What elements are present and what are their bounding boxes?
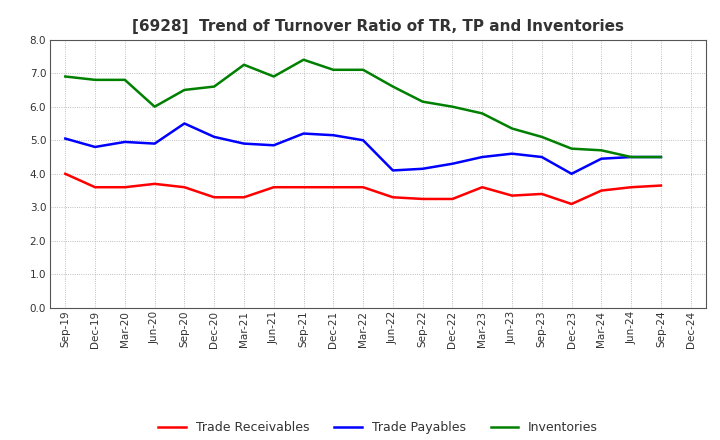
Trade Payables (240, 141, 248, 146)
Trade Receivables (657, 183, 665, 188)
Trade Receivables (389, 194, 397, 200)
Trade Payables (597, 156, 606, 161)
Line: Trade Receivables: Trade Receivables (66, 174, 661, 204)
Inventories (210, 84, 219, 89)
Inventories (657, 154, 665, 160)
Trade Receivables (567, 202, 576, 207)
Trade Receivables (150, 181, 159, 187)
Trade Payables (269, 143, 278, 148)
Trade Payables (657, 154, 665, 160)
Inventories (597, 148, 606, 153)
Inventories (269, 74, 278, 79)
Trade Payables (418, 166, 427, 172)
Trade Receivables (91, 185, 99, 190)
Trade Receivables (418, 196, 427, 202)
Inventories (120, 77, 129, 82)
Line: Inventories: Inventories (66, 60, 661, 157)
Trade Receivables (210, 194, 219, 200)
Inventories (359, 67, 367, 73)
Legend: Trade Receivables, Trade Payables, Inventories: Trade Receivables, Trade Payables, Inven… (153, 416, 603, 439)
Trade Payables (180, 121, 189, 126)
Trade Payables (508, 151, 516, 156)
Trade Payables (627, 154, 636, 160)
Trade Receivables (180, 185, 189, 190)
Trade Receivables (269, 185, 278, 190)
Trade Payables (359, 138, 367, 143)
Trade Receivables (448, 196, 456, 202)
Trade Payables (91, 144, 99, 150)
Trade Receivables (120, 185, 129, 190)
Trade Payables (329, 132, 338, 138)
Trade Payables (538, 154, 546, 160)
Trade Receivables (300, 185, 308, 190)
Inventories (538, 134, 546, 139)
Trade Payables (448, 161, 456, 166)
Trade Payables (61, 136, 70, 141)
Trade Receivables (61, 171, 70, 176)
Line: Trade Payables: Trade Payables (66, 124, 661, 174)
Trade Receivables (240, 194, 248, 200)
Trade Receivables (508, 193, 516, 198)
Trade Payables (150, 141, 159, 146)
Title: [6928]  Trend of Turnover Ratio of TR, TP and Inventories: [6928] Trend of Turnover Ratio of TR, TP… (132, 19, 624, 34)
Inventories (627, 154, 636, 160)
Inventories (150, 104, 159, 109)
Trade Receivables (359, 185, 367, 190)
Inventories (329, 67, 338, 73)
Inventories (180, 87, 189, 92)
Trade Payables (478, 154, 487, 160)
Inventories (300, 57, 308, 62)
Trade Receivables (329, 185, 338, 190)
Inventories (567, 146, 576, 151)
Inventories (91, 77, 99, 82)
Inventories (418, 99, 427, 104)
Trade Receivables (538, 191, 546, 197)
Inventories (389, 84, 397, 89)
Trade Receivables (597, 188, 606, 193)
Trade Payables (389, 168, 397, 173)
Trade Payables (210, 134, 219, 139)
Trade Payables (567, 171, 576, 176)
Inventories (478, 111, 487, 116)
Trade Receivables (478, 185, 487, 190)
Trade Receivables (627, 185, 636, 190)
Trade Payables (300, 131, 308, 136)
Trade Payables (120, 139, 129, 145)
Inventories (240, 62, 248, 67)
Inventories (508, 126, 516, 131)
Inventories (448, 104, 456, 109)
Inventories (61, 74, 70, 79)
